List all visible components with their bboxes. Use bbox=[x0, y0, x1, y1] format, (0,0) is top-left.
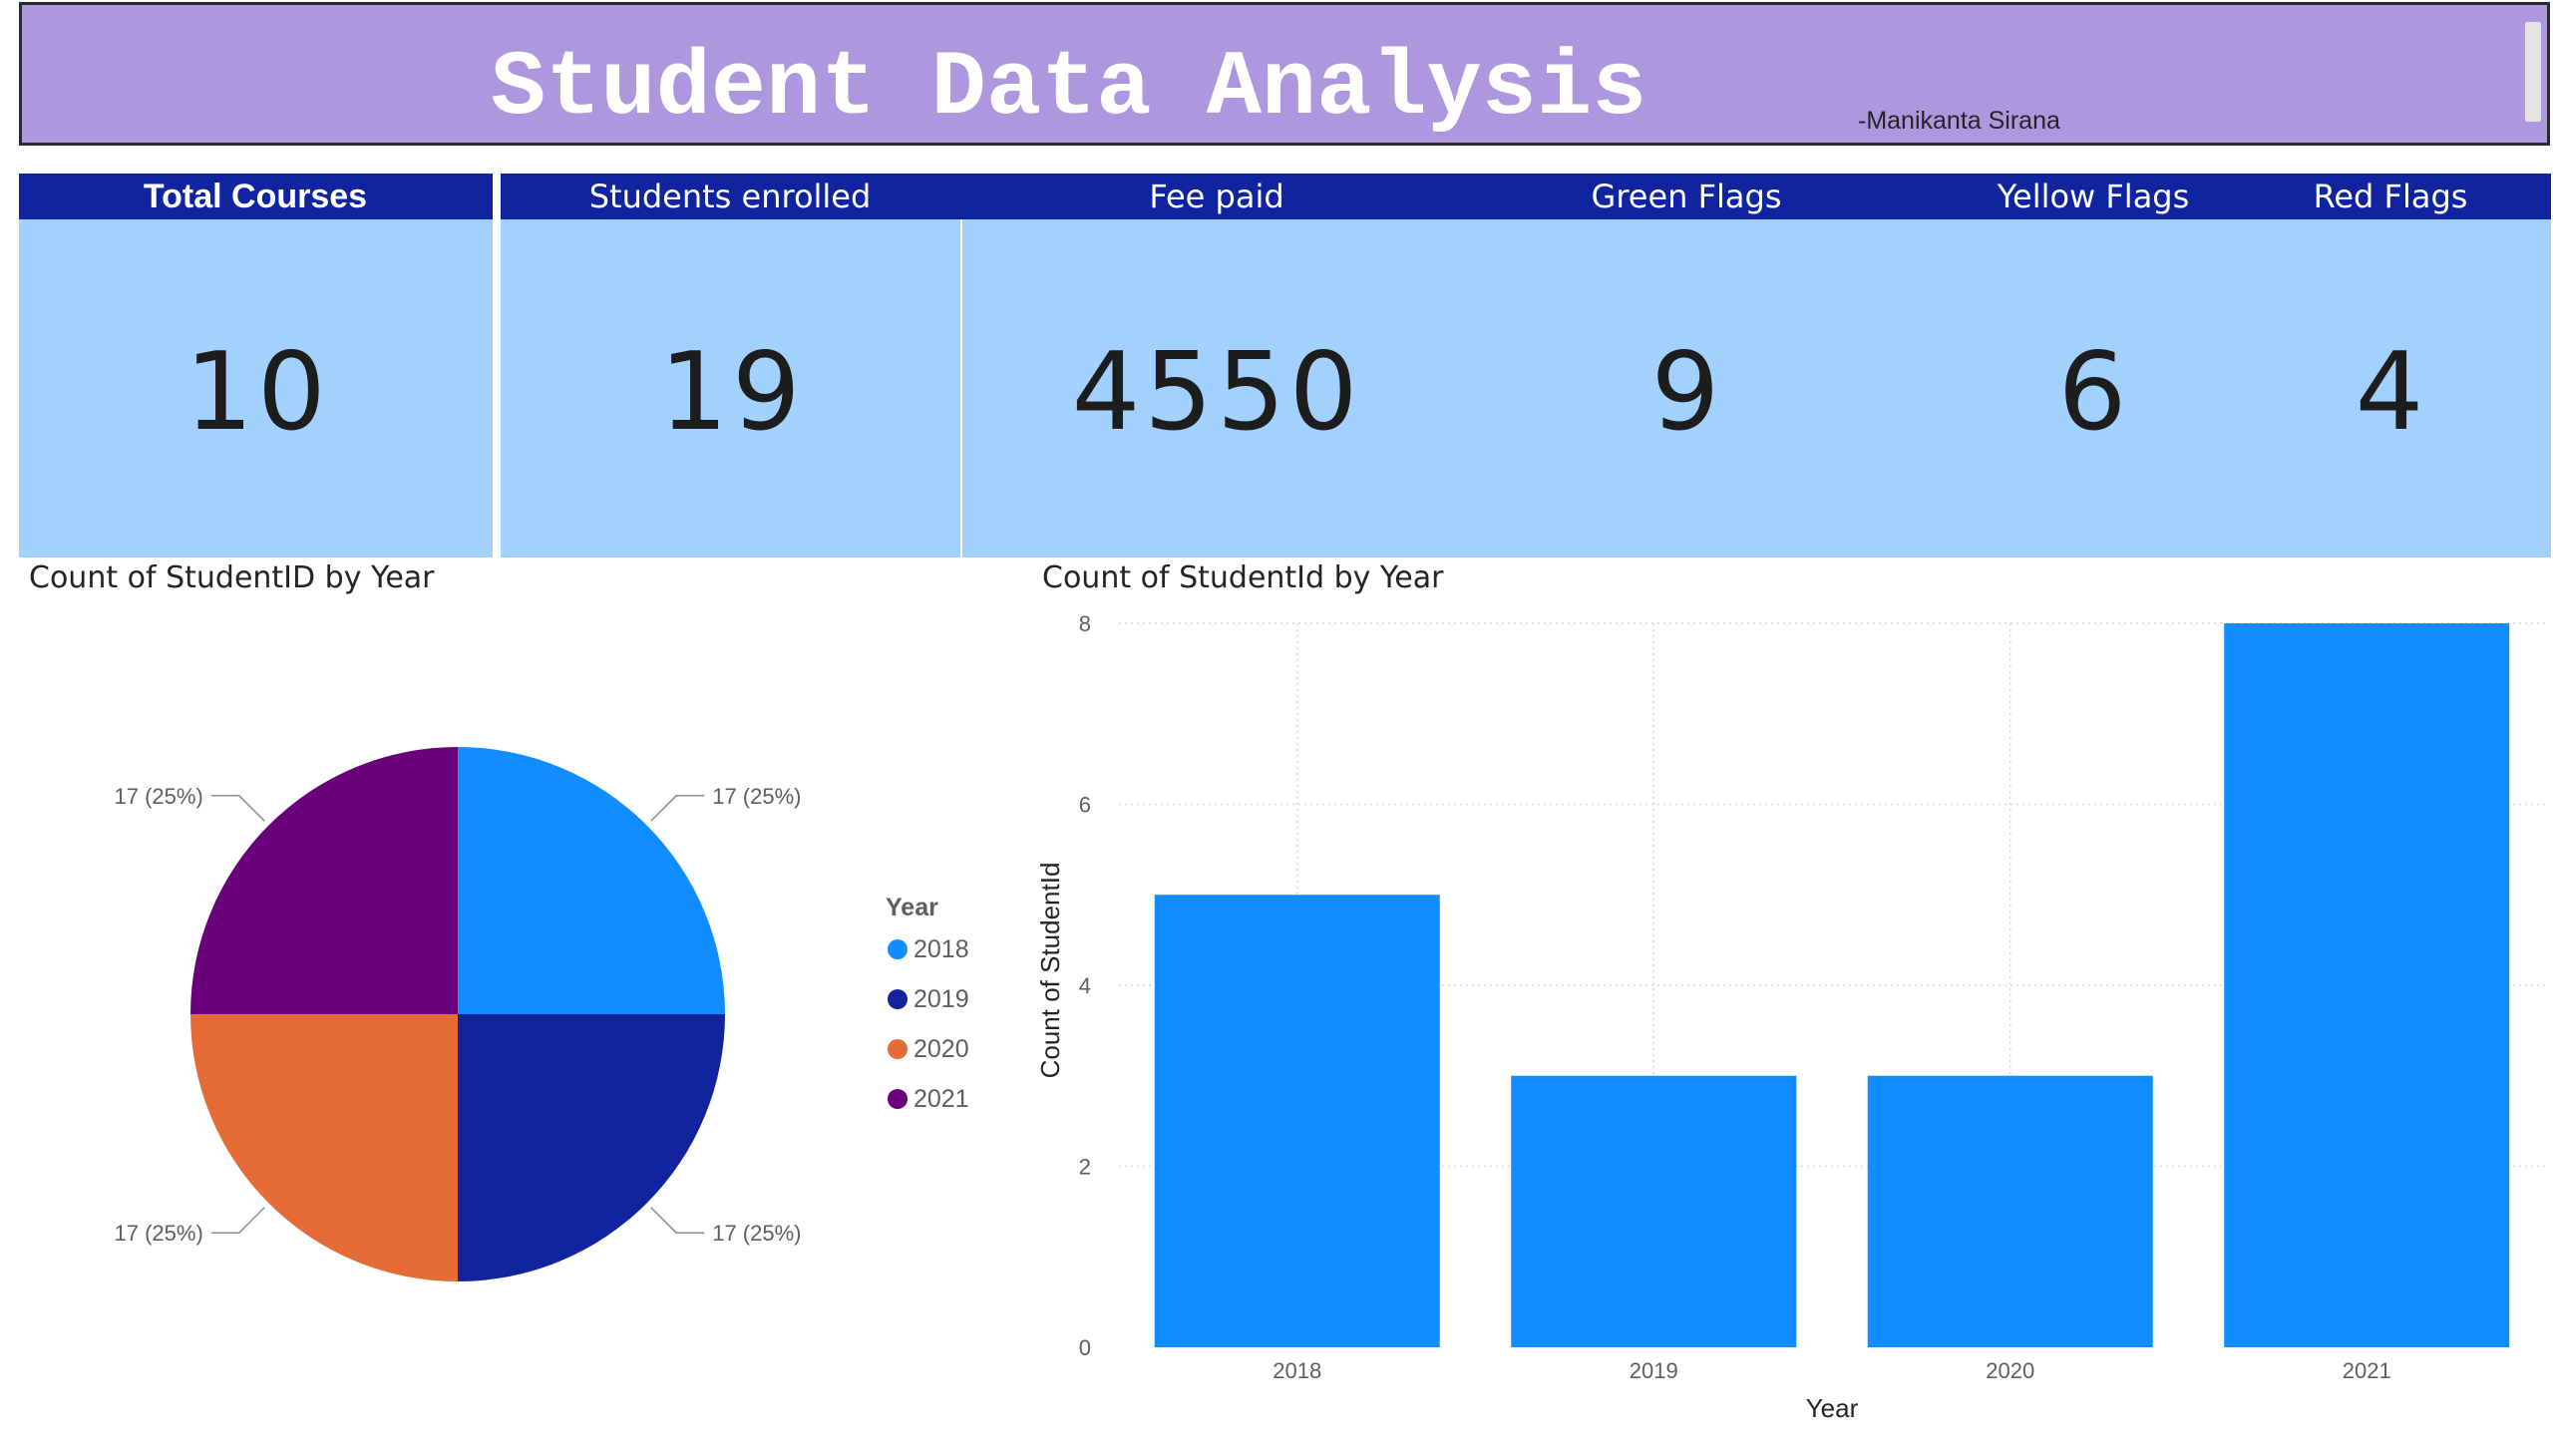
legend-marker-2018[interactable] bbox=[888, 939, 908, 959]
pie-slice-2019[interactable] bbox=[458, 1014, 725, 1281]
pie-chart[interactable]: 17 (25%) 17 (25%) 17 (25%) 17 (25%) Year 2018… bbox=[0, 598, 1007, 1456]
kpi-card-total-courses[interactable] bbox=[19, 219, 493, 557]
kpi-label-red-flags: Red Flags bbox=[2313, 178, 2468, 215]
kpi-value-yellow-flags: 6 bbox=[2057, 330, 2131, 455]
pie-data-label: 17 (25%) bbox=[712, 784, 801, 809]
bar-2021[interactable] bbox=[2224, 623, 2510, 1347]
y-tick-label: 2 bbox=[1079, 1155, 1091, 1180]
pie-data-label: 17 (25%) bbox=[115, 1221, 203, 1246]
x-axis-title: Year bbox=[1806, 1393, 1859, 1423]
page-title: Student Data Analysis bbox=[491, 36, 1647, 141]
pie-leader-line bbox=[210, 1207, 265, 1234]
bar-2019[interactable] bbox=[1511, 1075, 1797, 1347]
kpi-header-multi-row bbox=[960, 174, 2551, 219]
y-axis-title: Count of StudentId bbox=[1035, 863, 1065, 1079]
legend-item-2019[interactable]: 2019 bbox=[913, 985, 969, 1013]
bar-chart[interactable]: 0 2 4 6 8 2018 2019 2020 2021 Year Count of Studen… bbox=[1027, 598, 2553, 1456]
legend-marker-2021[interactable] bbox=[888, 1089, 908, 1109]
bar-chart-title: Count of StudentId by Year bbox=[1042, 560, 1444, 595]
kpi-card-students-enrolled[interactable] bbox=[501, 219, 960, 557]
x-tick-label: 2019 bbox=[1630, 1358, 1678, 1383]
legend-title: Year bbox=[886, 894, 938, 921]
kpi-value-total-courses: 10 bbox=[184, 330, 330, 455]
kpi-value-green-flags: 9 bbox=[1650, 330, 1724, 455]
pie-leader-line bbox=[650, 1207, 705, 1234]
kpi-value-fee-paid: 4550 bbox=[1071, 330, 1362, 455]
bar-2018[interactable] bbox=[1154, 895, 1440, 1347]
legend-item-2021[interactable]: 2021 bbox=[913, 1085, 969, 1113]
pie-leader-line bbox=[650, 795, 705, 822]
kpi-value-red-flags: 4 bbox=[2355, 330, 2428, 455]
legend-marker-2019[interactable] bbox=[888, 989, 908, 1009]
x-tick-label: 2018 bbox=[1273, 1358, 1321, 1383]
pie-slice-2021[interactable] bbox=[190, 747, 458, 1014]
kpi-label-yellow-flags: Yellow Flags bbox=[1997, 178, 2190, 215]
pie-slice-2018[interactable] bbox=[458, 747, 725, 1014]
x-tick-label: 2021 bbox=[2343, 1358, 2391, 1383]
author-credit: -Manikanta Sirana bbox=[1858, 107, 2060, 135]
pie-leader-line bbox=[210, 795, 265, 822]
x-tick-label: 2020 bbox=[1986, 1358, 2034, 1383]
scrollbar-thumb[interactable] bbox=[2525, 22, 2541, 122]
y-tick-label: 4 bbox=[1079, 973, 1091, 998]
legend-marker-2020[interactable] bbox=[888, 1039, 908, 1059]
header-banner: Student Data Analysis -Manikanta Sirana bbox=[19, 2, 2550, 146]
bar-2020[interactable] bbox=[1867, 1075, 2153, 1347]
pie-data-label: 17 (25%) bbox=[115, 784, 203, 809]
kpi-header-students-enrolled bbox=[501, 174, 960, 219]
kpi-card-multi-row[interactable] bbox=[960, 219, 2551, 557]
pie-chart-title: Count of StudentID by Year bbox=[29, 560, 435, 595]
y-tick-label: 6 bbox=[1079, 793, 1091, 818]
kpi-value-students-enrolled: 19 bbox=[659, 330, 805, 455]
kpi-label-fee-paid: Fee paid bbox=[1149, 178, 1284, 215]
kpi-header-total-courses bbox=[19, 174, 493, 219]
kpi-label-total-courses: Total Courses bbox=[143, 178, 368, 215]
legend-item-2018[interactable]: 2018 bbox=[913, 935, 969, 963]
y-tick-label: 8 bbox=[1079, 611, 1091, 636]
y-tick-label: 0 bbox=[1079, 1335, 1091, 1360]
kpi-label-green-flags: Green Flags bbox=[1591, 178, 1782, 215]
pie-data-label: 17 (25%) bbox=[712, 1221, 801, 1246]
pie-slice-2020[interactable] bbox=[190, 1014, 458, 1281]
kpi-label-students-enrolled: Students enrolled bbox=[588, 178, 872, 215]
legend-item-2020[interactable]: 2020 bbox=[913, 1035, 969, 1063]
